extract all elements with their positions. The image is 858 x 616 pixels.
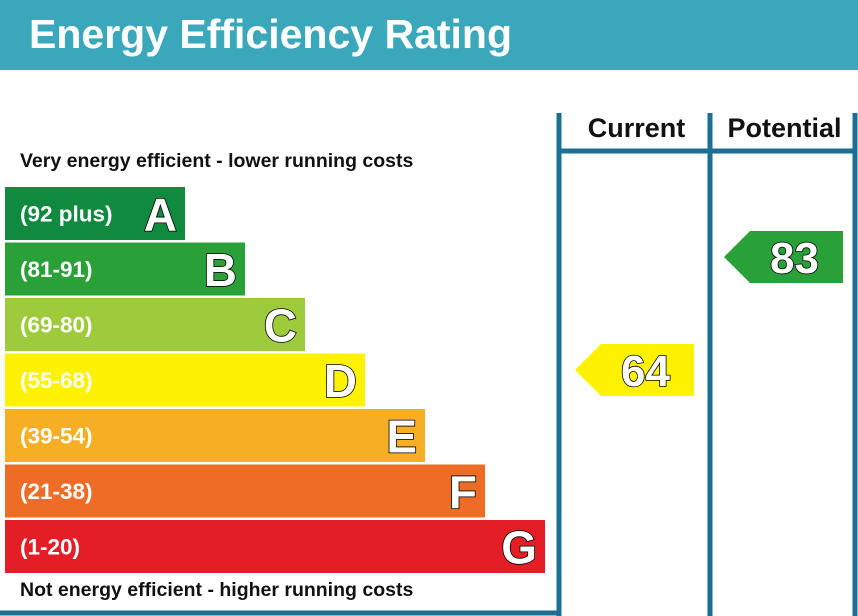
band-d-bar	[5, 353, 365, 407]
potential-rating-arrow	[724, 231, 843, 283]
band-f-bar	[5, 464, 485, 518]
column-potential-header: Potential	[727, 113, 841, 143]
band-c-letter: C	[264, 300, 297, 352]
band-f-range: (21-38)	[20, 479, 93, 504]
band-e-letter: E	[386, 411, 417, 463]
band-e-range: (39-54)	[20, 424, 93, 449]
band-c-bar	[5, 298, 305, 351]
band-e-bar	[5, 409, 425, 462]
band-g-range: (1-20)	[20, 535, 80, 560]
inefficient-note: Not energy efficient - higher running co…	[20, 579, 414, 601]
page-title: Energy Efficiency Rating	[29, 11, 513, 57]
band-c-range: (69-80)	[20, 313, 93, 338]
band-a-range: (92 plus)	[20, 202, 113, 227]
band-a-bar	[5, 187, 185, 240]
efficient-note: Very energy efficient - lower running co…	[20, 150, 414, 172]
column-current-header: Current	[588, 113, 686, 143]
band-b-bar	[5, 242, 245, 296]
band-b-letter: B	[204, 244, 237, 296]
header-bar: Energy Efficiency Rating	[0, 0, 858, 70]
band-a-letter: A	[144, 189, 177, 241]
band-d-letter: D	[324, 355, 357, 407]
potential-rating-value: 83	[770, 234, 819, 283]
band-g-bar	[5, 520, 545, 573]
band-d-range: (55-68)	[20, 368, 93, 393]
band-g-letter: G	[501, 522, 537, 574]
current-rating-value: 64	[621, 347, 670, 396]
band-f-letter: F	[449, 466, 477, 518]
current-rating-arrow	[575, 344, 694, 396]
band-b-range: (81-91)	[20, 257, 93, 282]
